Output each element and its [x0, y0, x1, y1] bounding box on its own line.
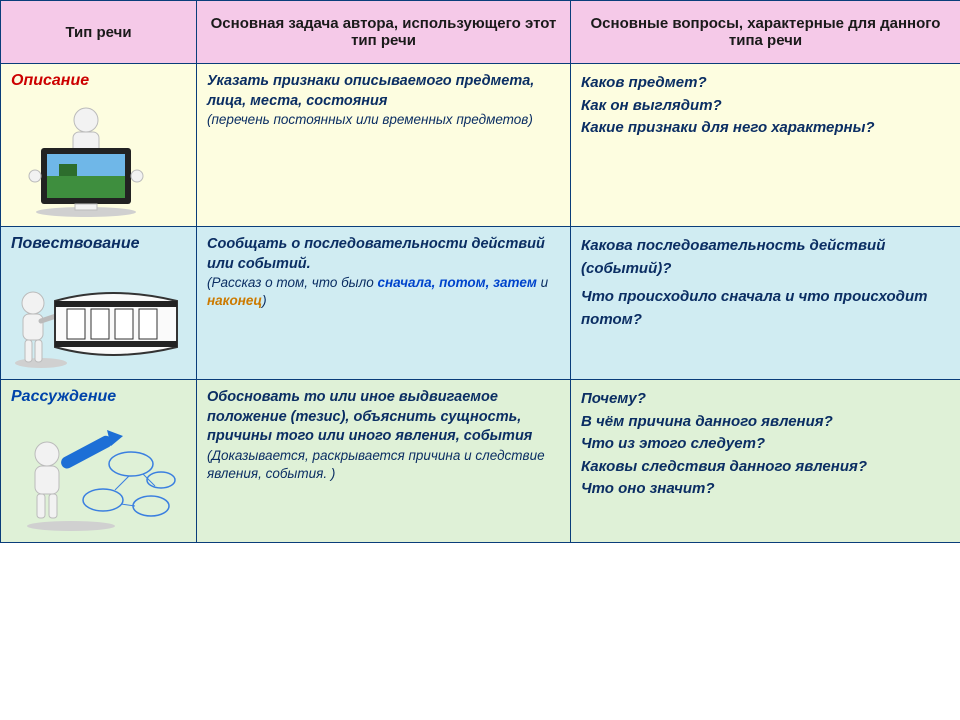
table-row: Рассуждение [1, 380, 960, 543]
question: Как он выглядит? [581, 95, 950, 118]
table-row: Описание Указать признаки описываемого п… [1, 64, 960, 227]
narration-image [11, 261, 186, 371]
type-cell: Повествование [1, 227, 197, 380]
questions-cell: Каков предмет? Как он выглядит? Какие пр… [571, 64, 960, 227]
description-image [11, 98, 186, 218]
reasoning-image [11, 414, 186, 534]
type-label: Повествование [11, 235, 186, 253]
questions-cell: Какова последовательность действий (собы… [571, 227, 960, 380]
type-cell: Описание [1, 64, 197, 227]
task-main: Указать признаки описываемого предмета, … [207, 72, 560, 111]
question: Какие признаки для него характерны? [581, 117, 950, 140]
task-note: (Рассказ о том, что было сначала, потом,… [207, 274, 560, 310]
task-cell: Обосновать то или иное выдвигаемое полож… [197, 380, 571, 543]
type-label: Описание [11, 72, 186, 90]
type-cell: Рассуждение [1, 380, 197, 543]
table-header-row: Тип речи Основная задача автора, использ… [1, 1, 960, 64]
task-cell: Указать признаки описываемого предмета, … [197, 64, 571, 227]
speech-types-table: Тип речи Основная задача автора, использ… [0, 0, 960, 543]
task-note: (Доказывается, раскрывается причина и сл… [207, 447, 560, 483]
task-note: (перечень постоянных или временных предм… [207, 111, 560, 129]
header-type: Тип речи [1, 1, 197, 64]
task-main: Сообщать о последовательности действий и… [207, 235, 560, 274]
type-label: Рассуждение [11, 388, 186, 406]
question: Каков предмет? [581, 72, 950, 95]
question: Какова последовательность действий (собы… [581, 235, 950, 280]
question: Что происходило сначала и что происходит… [581, 286, 950, 331]
header-questions: Основные вопросы, характерные для данног… [571, 1, 960, 64]
task-cell: Сообщать о последовательности действий и… [197, 227, 571, 380]
question: Каковы следствия данного явления? [581, 456, 950, 479]
question: В чём причина данного явления? [581, 411, 950, 434]
task-main: Обосновать то или иное выдвигаемое полож… [207, 388, 560, 447]
header-task: Основная задача автора, использующего эт… [197, 1, 571, 64]
questions-cell: Почему? В чём причина данного явления? Ч… [571, 380, 960, 543]
question: Почему? [581, 388, 950, 411]
question: Что из этого следует? [581, 433, 950, 456]
table-row: Повествование [1, 227, 960, 380]
question: Что оно значит? [581, 478, 950, 501]
